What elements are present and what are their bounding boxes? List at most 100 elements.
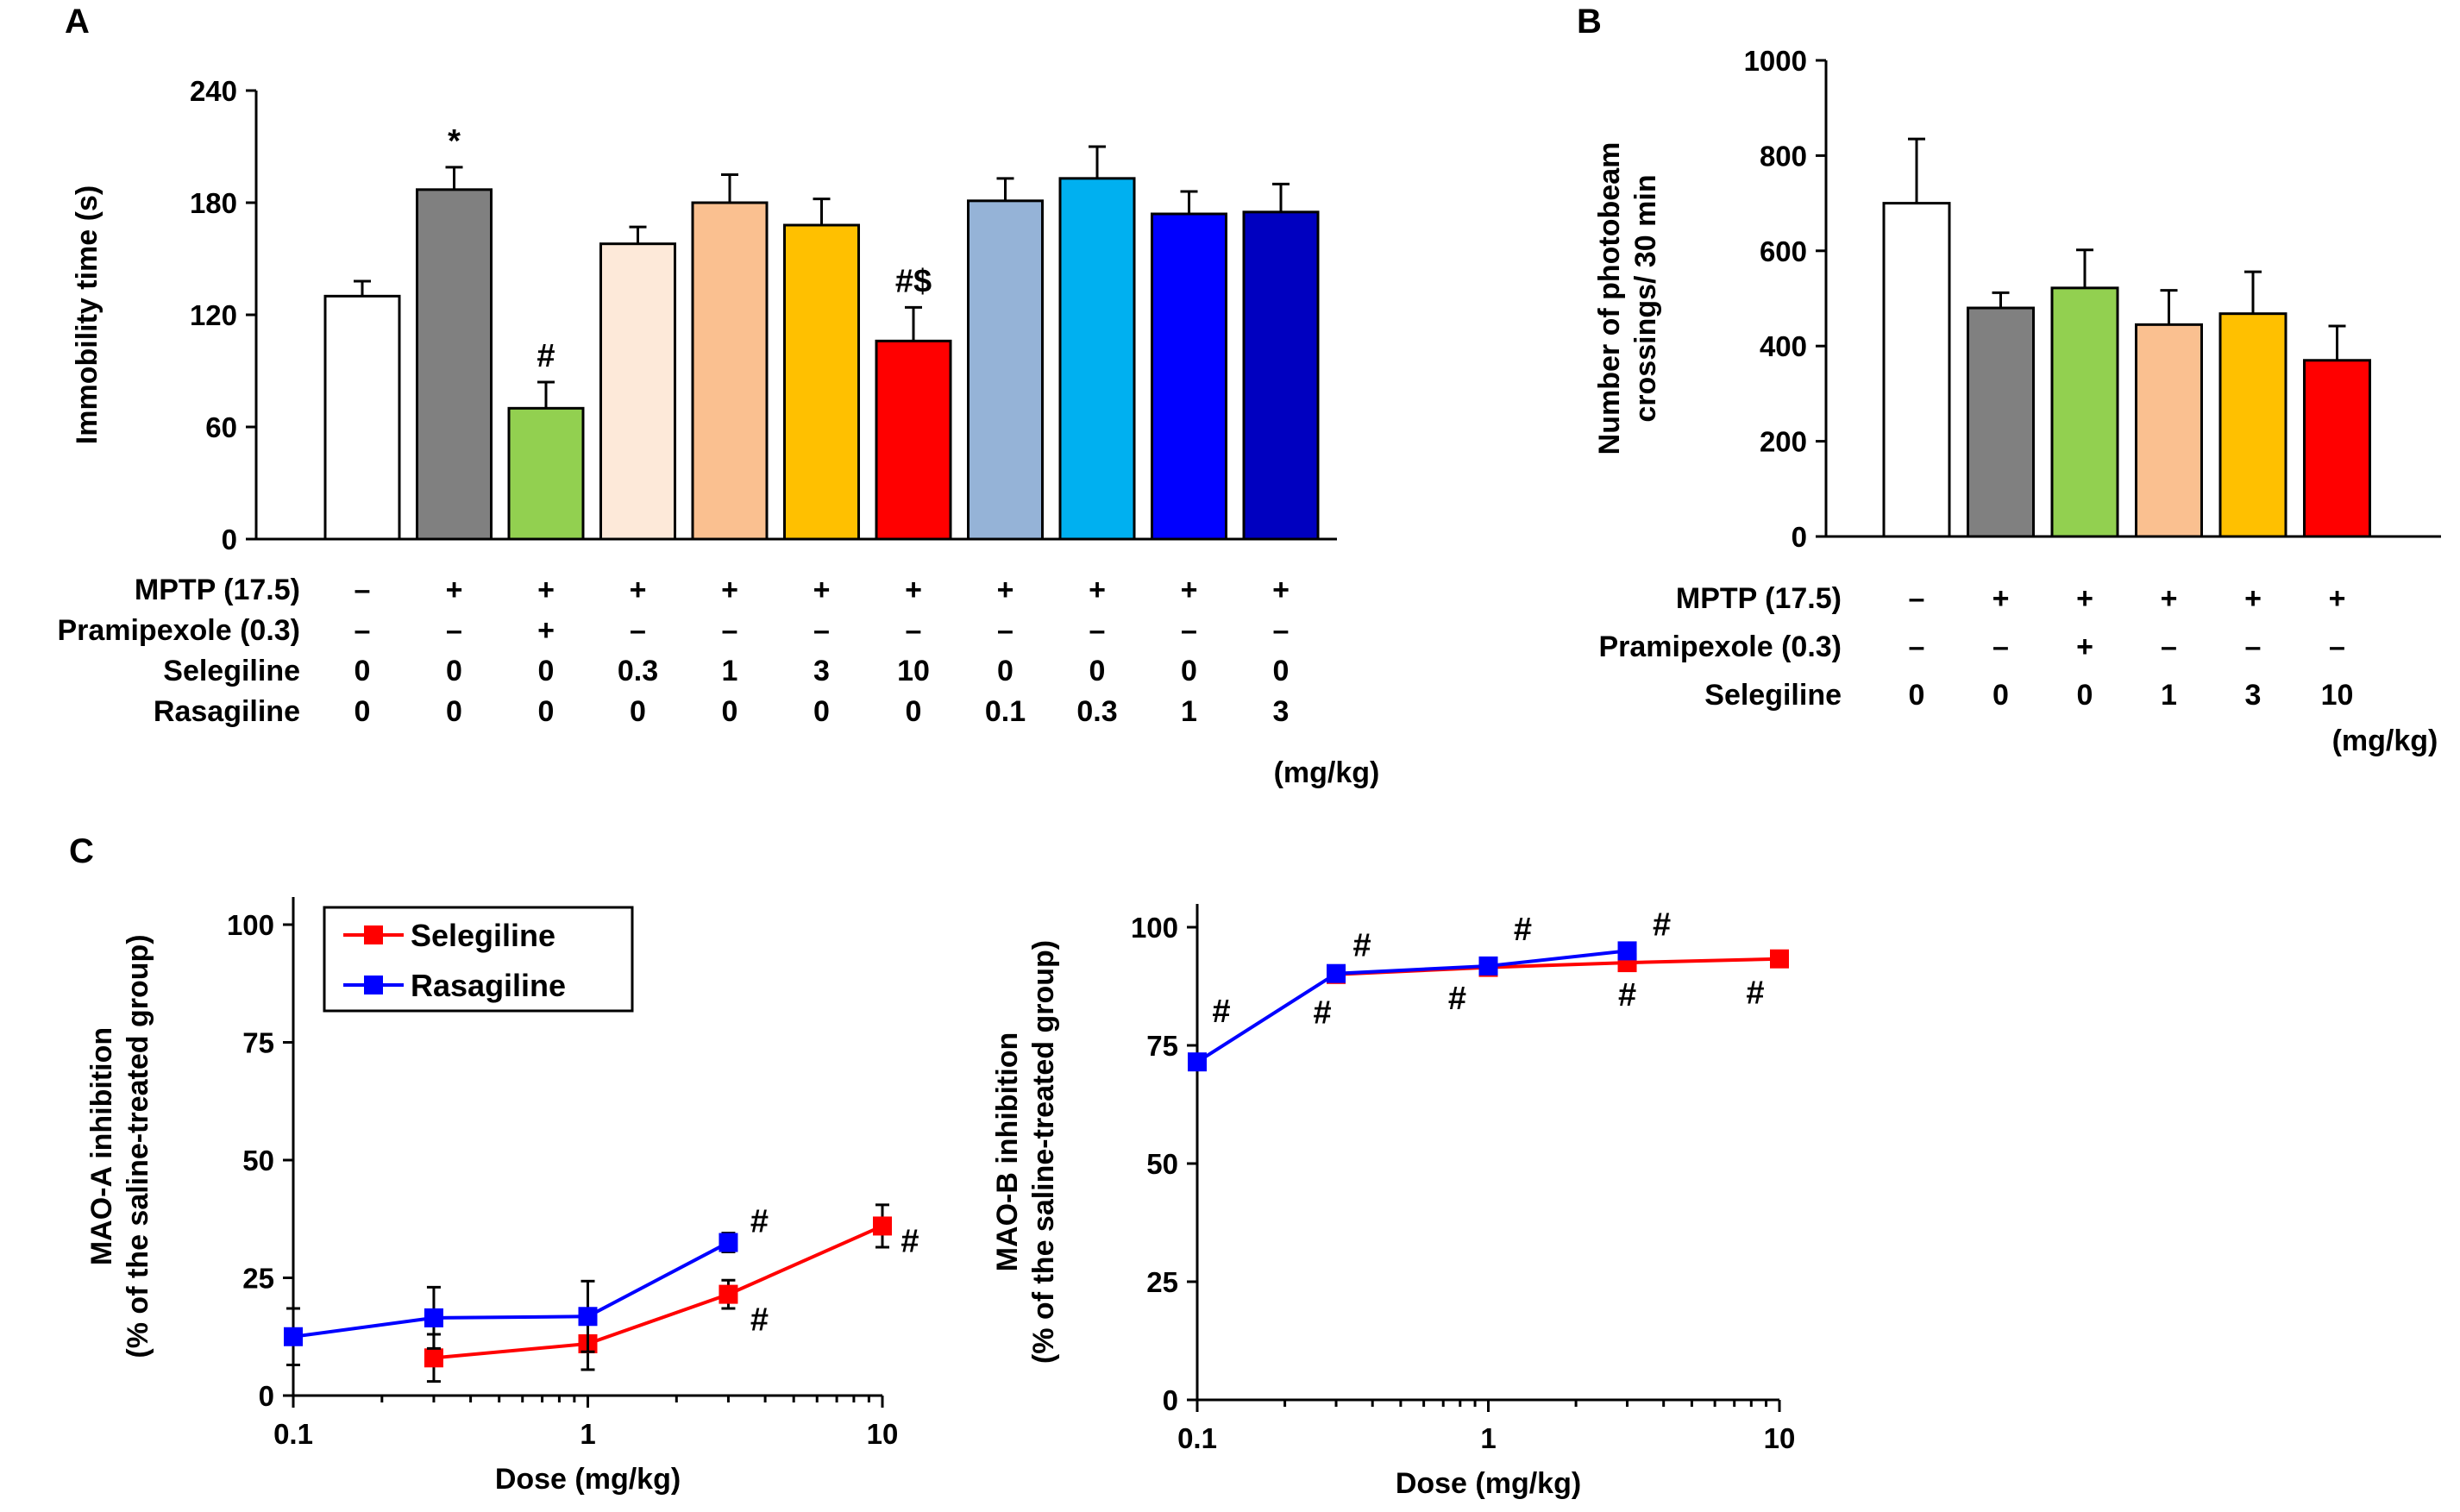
panel-c-mao-a-y-tick-label: 50: [242, 1145, 274, 1176]
panel-c-mao-a-legend-marker: [364, 925, 383, 944]
panel-a-table-cell: –: [813, 614, 830, 647]
panel-b-table-cell: –: [2329, 631, 2345, 663]
panel-a-significance-mark: *: [448, 123, 461, 160]
panel-a-table-cell: –: [722, 614, 738, 647]
panel-c-mao-a-series-line-selegiline: [433, 1224, 883, 1360]
panel-a-y-axis-title: Immobility time (s): [71, 185, 104, 444]
panel-a-table-cell: +: [997, 574, 1014, 606]
panel-a-y-tick-label: 120: [190, 299, 237, 331]
panel-b-table-cell: 0: [1909, 679, 1925, 712]
panel-c-mao-b-x-axis-title: Dose (mg/kg): [1396, 1467, 1581, 1500]
panel-c-mao-a-data-point-rasagiline: [719, 1233, 738, 1252]
panel-c-mao-a-data-point-selegiline: [719, 1284, 738, 1304]
panel-b-table-cell: –: [2245, 631, 2262, 663]
panel-a-table-cell: +: [630, 574, 647, 606]
panel-a-table-cell: +: [905, 574, 922, 606]
panel-label-c: C: [69, 832, 94, 870]
panel-a-table-cell: 0: [906, 695, 922, 728]
panel-b-y-tick-label: 600: [1760, 235, 1807, 267]
panel-c-mao-b-significance-mark: #: [1653, 907, 1671, 943]
panel-b-table-row-label: MPTP (17.5): [1676, 582, 1842, 615]
panel-b-table-cell: +: [2076, 582, 2093, 615]
panel-b-table-cell: 10: [2321, 679, 2354, 712]
panel-a-table-row-label: MPTP (17.5): [135, 574, 300, 606]
panel-a-table-cell: 0: [355, 695, 371, 728]
panel-a-table-row-label: Selegiline: [163, 655, 300, 687]
panel-b-table-cell: –: [2161, 631, 2177, 663]
panel-b-bar: [2050, 286, 2119, 538]
panel-a-table-cell: +: [721, 574, 738, 606]
panel-b-y-tick-label: 200: [1760, 426, 1807, 458]
panel-a-table-cell: 0: [630, 695, 646, 728]
panel-a-y-tick-label: 240: [190, 75, 237, 107]
panel-a-bar: [599, 242, 676, 541]
panel-a-table-cell: +: [537, 614, 555, 647]
panel-label-a: A: [65, 3, 90, 41]
panel-c-mao-a-x-axis-title: Dose (mg/kg): [495, 1463, 681, 1496]
panel-a-bar: [783, 223, 860, 541]
panel-c-mao-b-data-point-rasagiline: [1617, 941, 1637, 961]
panel-c-mao-a-legend-marker: [364, 976, 383, 994]
panel-b-table-row-label: Pramipexole (0.3): [1598, 631, 1842, 663]
panel-a-table-cell: –: [1089, 614, 1106, 647]
panel-b-table-cell: +: [2329, 582, 2346, 615]
panel-c-mao-b-y-tick-label: 0: [1163, 1384, 1178, 1416]
panel-c-mao-b-significance-mark: #: [1313, 995, 1331, 1032]
panel-a-table-cell: 0.3: [1076, 695, 1117, 728]
panel-c-mao-b-data-point-rasagiline: [1478, 956, 1498, 976]
panel-c-mao-a-y-tick-label: 0: [259, 1380, 274, 1412]
panel-a-table-cell: 3: [813, 655, 830, 687]
panel-c-mao-a-data-point-rasagiline: [284, 1327, 303, 1346]
panel-c-mao-a-series-line-rasagiline: [292, 1240, 730, 1339]
panel-a-table-cell: 0: [1181, 655, 1197, 687]
panel-a-table-cell: 0.1: [985, 695, 1026, 728]
panel-c-mao-b-y-tick-label: 100: [1131, 912, 1178, 944]
panel-b-bar: [1882, 202, 1951, 538]
panel-c-mao-a-data-point-rasagiline: [578, 1307, 598, 1327]
panel-c-mao-a-y-tick-label: 75: [242, 1027, 274, 1059]
panel-b-table-cell: 0: [1992, 679, 2009, 712]
panel-a-table-cell: –: [1273, 614, 1290, 647]
panel-a-table-cell: 0: [1273, 655, 1290, 687]
panel-c-mao-b-significance-mark: #: [1618, 977, 1636, 1013]
panel-a-table-cell: –: [630, 614, 646, 647]
panel-c-mao-a-significance-mark: #: [901, 1223, 919, 1259]
panel-b-bar: [2218, 312, 2287, 538]
panel-b-table-cell: +: [2161, 582, 2178, 615]
panel-c-mao-b-x-tick-label: 0.1: [1177, 1422, 1217, 1454]
panel-c-mao-a-data-point-selegiline: [873, 1216, 892, 1236]
panel-b-table-cell: –: [1909, 631, 1925, 663]
panel-a-table-cell: +: [537, 574, 555, 606]
panel-a-bar: [416, 188, 493, 541]
panel-c-mao-b-y-tick-label: 50: [1146, 1148, 1178, 1180]
panel-c-mao-b-data-point-rasagiline: [1188, 1052, 1207, 1072]
panel-b-y-tick-label: 800: [1760, 140, 1807, 172]
panel-c-mao-b-significance-mark: #: [1514, 912, 1532, 948]
panel-c-mao-b-y-axis-title: MAO-B inhibition (% of the saline-treated…: [991, 940, 1060, 1364]
panel-c-mao-a-chart: 0 25 50 75 100 0.1 1 10 Dose (mg/kg) MAO-A inhibi…: [85, 897, 919, 1496]
panel-a-table-cell: +: [446, 574, 463, 606]
panel-a-table-cell: –: [355, 614, 371, 647]
panel-b-table-row-label: Selegiline: [1704, 679, 1842, 712]
panel-c-mao-b-data-point-selegiline: [1770, 949, 1789, 969]
panel-b-table-cell: –: [1992, 631, 2009, 663]
panel-a-table-cell: 0: [538, 655, 555, 687]
panel-b-table-cell: –: [1909, 582, 1925, 615]
panel-a-table-cell: 1: [1181, 695, 1197, 728]
panel-a-table-cell: 0: [538, 695, 555, 728]
panel-a-table-cell: 0.3: [618, 655, 658, 687]
panel-label-b: B: [1577, 3, 1602, 41]
panel-c-mao-b-x-tick-label: 1: [1480, 1422, 1496, 1454]
panel-a-table-cell: 0: [355, 655, 371, 687]
panel-a-table-cell: –: [906, 614, 922, 647]
panel-c-mao-b-data-point-rasagiline: [1327, 963, 1346, 983]
panel-c-mao-a-legend-label: Rasagiline: [411, 968, 566, 1003]
panel-a-table-cell: 0: [446, 695, 462, 728]
panel-a-table-cell: 3: [1273, 695, 1290, 728]
panel-a-table-cell: –: [355, 574, 371, 606]
panel-a-bar: [1058, 177, 1136, 541]
panel-b-bar: [2135, 323, 2203, 538]
panel-a-table-cell: 1: [722, 655, 738, 687]
